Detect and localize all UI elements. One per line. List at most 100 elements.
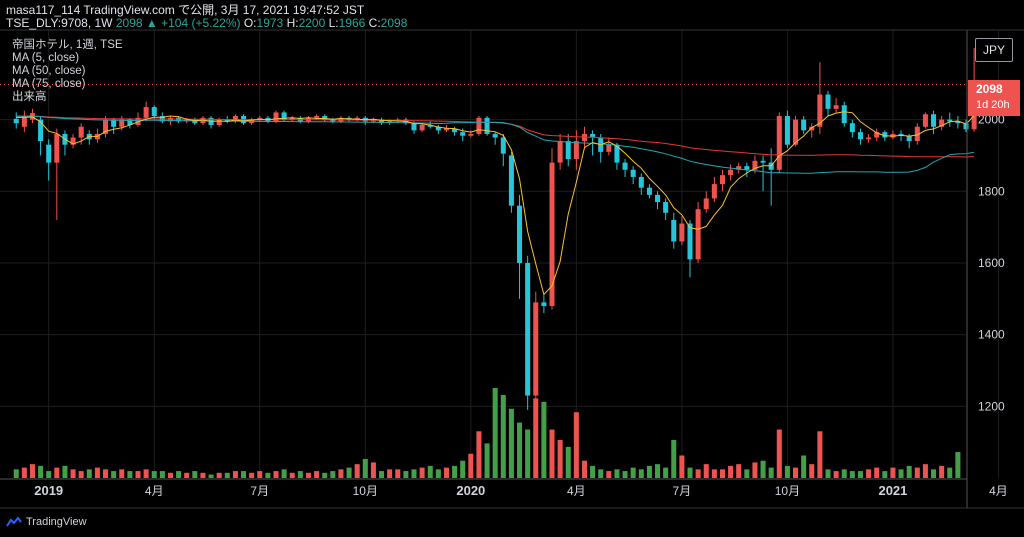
legend-volume[interactable]: 出来高 (12, 91, 47, 103)
currency-button[interactable]: JPY (975, 38, 1013, 62)
candle-body (630, 169, 636, 177)
volume-bar (127, 471, 133, 478)
volume-bar (265, 472, 271, 478)
price-change: ▲ +104 (+5.22%) (145, 16, 241, 30)
volume-bar (784, 465, 790, 478)
volume-bar (411, 469, 417, 478)
volume-bar (776, 429, 782, 478)
candle-body (492, 133, 498, 138)
volume-bar (630, 467, 636, 478)
candle-body (517, 205, 523, 263)
last-price: 2098 (115, 16, 143, 30)
volume-bar (890, 467, 896, 478)
volume-bar (581, 460, 587, 478)
volume-bar (719, 469, 725, 478)
volume-bar (370, 462, 376, 478)
volume-bar (273, 471, 279, 478)
candle-body (435, 126, 441, 131)
candle-body (922, 114, 928, 127)
volume-bar (898, 469, 904, 478)
candle-body (744, 166, 750, 170)
volume-bar (216, 472, 222, 478)
volume-bar (257, 471, 263, 478)
brand-label: TradingView (26, 516, 87, 528)
volume-bar (70, 469, 76, 478)
volume-bar (655, 464, 661, 478)
volume-bar (468, 453, 474, 478)
candle-body (541, 302, 547, 306)
volume-bar (159, 471, 165, 478)
candle-body (825, 94, 831, 109)
legend-ma5[interactable]: MA (5, close) (12, 52, 80, 64)
candle-body (557, 141, 563, 163)
candle-body (898, 133, 904, 136)
volume-bar (103, 469, 109, 478)
volume-bar (614, 469, 620, 478)
candle-body (525, 262, 531, 396)
x-tick-label: 7月 (250, 484, 269, 498)
volume-bar (590, 465, 596, 478)
y-tick-label: 1400 (978, 328, 1005, 342)
candle-body (849, 123, 855, 133)
candle-body (866, 137, 872, 140)
candle-body (638, 176, 644, 188)
y-tick-label: 2000 (978, 113, 1005, 127)
candle-body (419, 124, 425, 131)
legend-ma50[interactable]: MA (50, close) (12, 65, 86, 77)
candle-body (151, 107, 157, 117)
volume-bar (533, 398, 539, 478)
candle-body (906, 135, 912, 142)
volume-bar (922, 464, 928, 478)
x-tick-label: 4月 (989, 484, 1008, 498)
candle-body (882, 132, 888, 138)
y-tick-label: 1600 (978, 256, 1005, 270)
candle-body (833, 105, 839, 109)
volume-bar (184, 472, 190, 478)
volume-bar (249, 472, 255, 478)
candle-body (322, 116, 328, 120)
volume-bar (354, 464, 360, 478)
volume-bar (78, 471, 84, 478)
volume-bar (833, 471, 839, 478)
volume-bar (143, 469, 149, 478)
volume-bar (492, 388, 498, 478)
high-value: 2200 (298, 16, 326, 30)
y-tick-label: 1800 (978, 184, 1005, 198)
last-price-tag: 2098 1d 20h (968, 80, 1020, 116)
x-tick-label: 10月 (775, 484, 800, 498)
candle-body (565, 141, 571, 160)
candle-body (111, 119, 117, 127)
candle-body (719, 175, 725, 185)
candle-body (143, 107, 149, 118)
volume-bar (387, 469, 393, 478)
candle-body (224, 119, 230, 122)
volume-bar (809, 464, 815, 478)
volume-bar (679, 455, 685, 478)
volume-bar (419, 467, 425, 478)
candle-body (857, 132, 863, 140)
volume-bar (224, 472, 230, 478)
volume-bar (849, 471, 855, 478)
candle-body (736, 166, 742, 170)
volume-bar (29, 464, 35, 478)
volume-bar (232, 471, 238, 478)
volume-bar (646, 465, 652, 478)
volume-bar (13, 469, 19, 478)
price-tag-value: 2098 (976, 82, 1003, 96)
candle-body (711, 184, 717, 199)
candle-body (13, 118, 19, 124)
volume-bar (866, 469, 872, 478)
candle-body (468, 133, 474, 136)
candle-body (38, 119, 44, 142)
volume-bar (395, 469, 401, 478)
candle-body (484, 117, 490, 134)
candle-body (622, 162, 628, 170)
volume-bar (21, 467, 27, 478)
volume-bar (322, 472, 328, 478)
legend-ma75[interactable]: MA (75, close) (12, 78, 86, 90)
legend-title[interactable]: 帝国ホテル, 1週, TSE (12, 39, 123, 51)
candle-body (452, 128, 458, 133)
tradingview-logo[interactable]: TradingView (6, 516, 87, 528)
